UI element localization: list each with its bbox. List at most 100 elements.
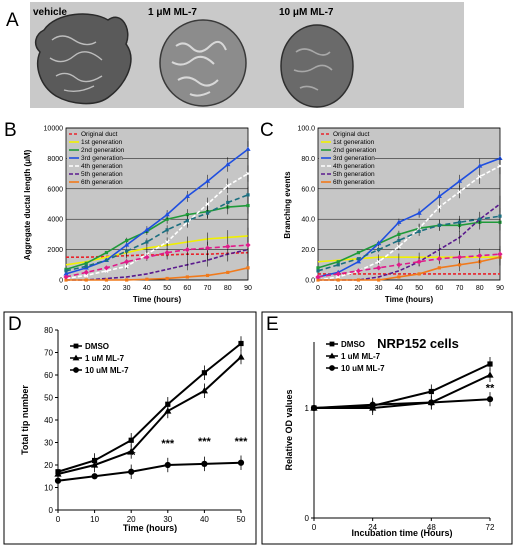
x-tick-label: 40 xyxy=(143,285,151,292)
1um-branch-texture xyxy=(171,40,227,97)
x-tick-label: 30 xyxy=(163,515,172,524)
y-tick-label: 0 xyxy=(49,506,54,515)
chart-title: NRP152 cells xyxy=(377,336,459,351)
series-line xyxy=(317,157,501,278)
panel-letter-b: B xyxy=(4,120,17,141)
data-point xyxy=(204,178,211,183)
x-tick-label: 50 xyxy=(237,515,246,524)
data-point xyxy=(369,401,376,408)
significance-marker: *** xyxy=(161,438,175,450)
series-line xyxy=(65,148,249,275)
y-tick-label: 0 xyxy=(59,278,63,285)
data-point xyxy=(201,370,207,376)
x-tick-label: 20 xyxy=(103,285,111,292)
series-line xyxy=(317,165,501,281)
y-tick-label: 80 xyxy=(44,326,53,335)
legend-label: 6th generation xyxy=(81,179,123,186)
data-point xyxy=(91,461,99,468)
panel-d-chart: D 0 10 20 30 40 50 60 70 80 0 10 20 30 40 50 DMSO 1 uM… xyxy=(3,311,257,545)
data-point xyxy=(205,201,210,207)
data-point xyxy=(397,238,401,243)
x-tick-labels: 0 10 20 30 40 50 60 70 80 90 xyxy=(64,285,252,292)
data-point xyxy=(487,361,493,367)
data-point xyxy=(185,219,189,223)
y-tick-label: 30 xyxy=(44,439,53,448)
series-lines xyxy=(310,356,494,416)
y-axis-label: Aggregate ductal length (μM) xyxy=(23,149,32,260)
data-point xyxy=(83,269,89,275)
significance-marker: ** xyxy=(486,383,495,395)
data-point xyxy=(84,273,89,278)
data-point xyxy=(316,269,320,273)
data-point xyxy=(125,238,129,243)
y-tick-label: 8000 xyxy=(47,156,63,163)
legend-label: 6th generation xyxy=(333,179,375,186)
series-line xyxy=(317,221,500,269)
data-point xyxy=(103,265,110,271)
data-point xyxy=(237,353,245,360)
condition-label-10um: 10 μM ML-7 xyxy=(279,7,334,18)
data-point xyxy=(355,259,362,264)
legend-label: 3rd generation xyxy=(333,155,375,162)
significance-marker: *** xyxy=(235,436,249,448)
data-point xyxy=(204,245,211,251)
data-point xyxy=(376,265,382,271)
y-tick-label: 40.0 xyxy=(301,217,315,224)
data-point xyxy=(456,178,463,183)
x-tick-label: 50 xyxy=(163,285,171,292)
data-point xyxy=(397,232,401,236)
data-point xyxy=(84,261,88,265)
y-tick-labels: 01 xyxy=(305,404,310,523)
data-point xyxy=(54,470,62,477)
data-point xyxy=(356,251,361,255)
data-point xyxy=(486,371,494,378)
data-point xyxy=(124,242,130,247)
series-line xyxy=(66,267,249,281)
data-point xyxy=(225,183,230,188)
data-point xyxy=(125,249,129,253)
data-point xyxy=(356,257,361,261)
x-tick-label: 20 xyxy=(355,285,363,292)
data-point xyxy=(457,189,462,194)
data-point xyxy=(165,276,169,281)
legend-label: 3rd generation xyxy=(81,155,123,162)
data-point xyxy=(498,214,502,218)
data-point xyxy=(145,240,149,244)
data-point xyxy=(91,473,98,480)
x-tick-label: 0 xyxy=(312,523,317,532)
legend-label: DMSO xyxy=(341,340,365,349)
series-line xyxy=(65,235,249,266)
panel-frame xyxy=(3,311,257,545)
legend-label: 2nd generation xyxy=(333,147,377,154)
data-point xyxy=(355,268,362,274)
axes xyxy=(55,329,242,513)
data-point xyxy=(164,407,172,414)
data-point xyxy=(336,260,340,264)
series-line xyxy=(318,256,501,281)
data-point xyxy=(64,278,68,282)
x-axis-label: Time (hours) xyxy=(385,295,434,304)
y-tick-label: 0.0 xyxy=(305,278,315,285)
legend-label: Original duct xyxy=(333,131,370,138)
x-tick-label: 70 xyxy=(456,285,464,292)
legend-label: 1st generation xyxy=(81,139,123,146)
data-point xyxy=(436,256,442,262)
data-point xyxy=(428,399,435,406)
y-tick-label: 50 xyxy=(44,394,53,403)
y-tick-labels: 0 10 20 30 40 50 60 70 80 xyxy=(44,326,53,515)
data-point xyxy=(144,254,150,260)
data-point xyxy=(486,396,494,403)
x-axis-label: Incubation time (Hours) xyxy=(352,528,453,538)
y-tick-label: 100.0 xyxy=(297,126,315,133)
data-point xyxy=(457,263,462,267)
significance-annotations: ***** *** *** xyxy=(127,436,248,462)
x-axis-label: Time (hours) xyxy=(123,523,177,533)
x-tick-label: 0 xyxy=(56,515,61,524)
data-point xyxy=(184,193,190,198)
data-point xyxy=(417,272,421,276)
series-line xyxy=(65,194,249,272)
y-tick-label: 0 xyxy=(305,514,310,523)
data-point xyxy=(246,203,250,208)
